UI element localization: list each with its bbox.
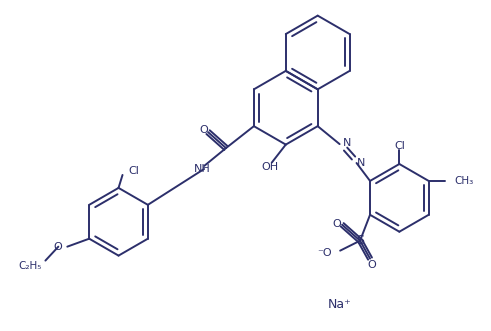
Text: C₂H₅: C₂H₅ xyxy=(18,260,41,270)
Text: O: O xyxy=(200,125,209,135)
Text: O: O xyxy=(368,260,377,269)
Text: O: O xyxy=(54,242,62,252)
Text: Cl: Cl xyxy=(129,166,139,176)
Text: Cl: Cl xyxy=(394,141,405,151)
Text: Na⁺: Na⁺ xyxy=(327,298,352,311)
Text: ⁻O: ⁻O xyxy=(318,248,332,258)
Text: O: O xyxy=(333,219,342,229)
Text: CH₃: CH₃ xyxy=(455,176,474,186)
Text: NH: NH xyxy=(194,164,211,174)
Text: N: N xyxy=(356,158,365,168)
Text: N: N xyxy=(343,138,351,148)
Text: S: S xyxy=(356,234,364,247)
Text: OH: OH xyxy=(261,163,278,172)
